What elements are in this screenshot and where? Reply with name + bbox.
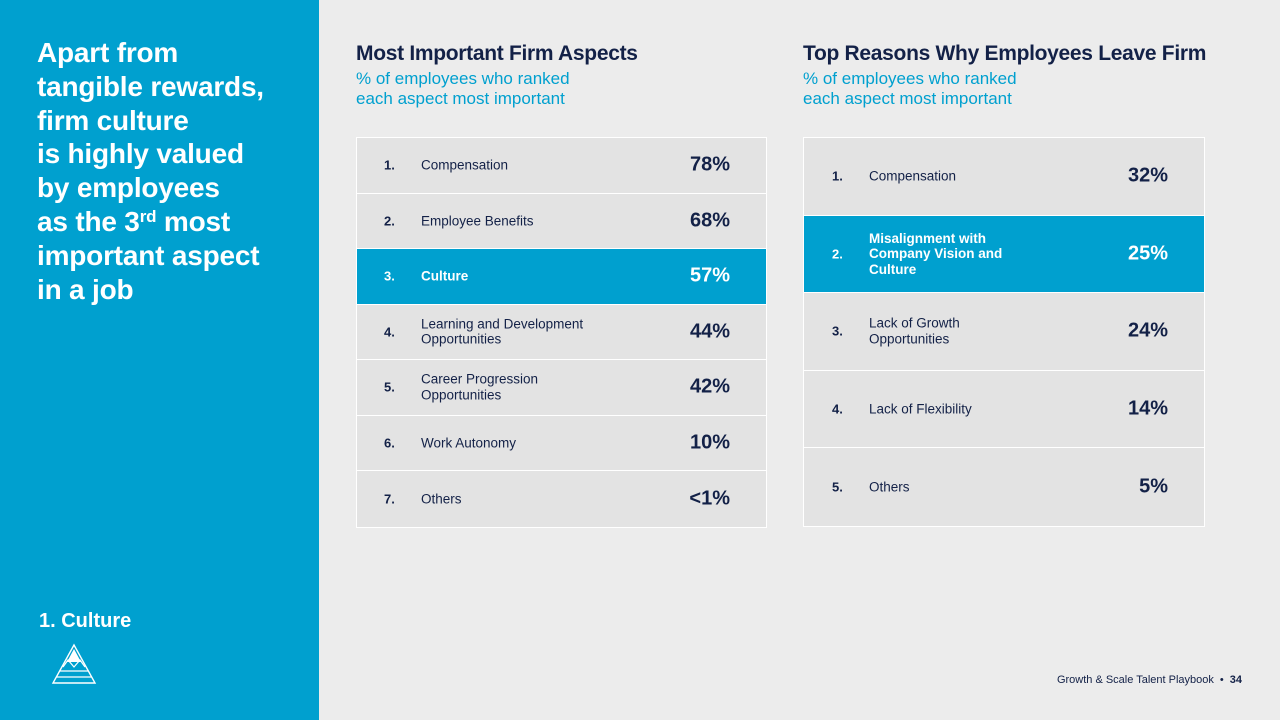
row-rank: 1. bbox=[832, 168, 843, 184]
table-row: 1. Compensation 32% bbox=[804, 138, 1204, 216]
row-label: Culture bbox=[421, 268, 469, 284]
subtitle-line: each aspect most important bbox=[356, 89, 565, 108]
table-row: 6. Work Autonomy 10% bbox=[357, 415, 766, 471]
row-label: Lack of Flexibility bbox=[869, 401, 972, 417]
important-aspects-title: Most Important Firm Aspects bbox=[356, 42, 638, 65]
row-rank: 6. bbox=[384, 435, 395, 451]
headline-rank-rest: most bbox=[156, 205, 230, 237]
subtitle-line: % of employees who ranked bbox=[803, 69, 1017, 88]
headline-rank-line: as the 3rd most bbox=[37, 205, 312, 239]
headline-line: in a job bbox=[37, 273, 134, 305]
headline-line: important aspect bbox=[37, 239, 260, 271]
left-panel: Apart from tangible rewards, firm cultur… bbox=[0, 0, 319, 720]
row-label: Employee Benefits bbox=[421, 213, 534, 228]
row-label: Others bbox=[869, 479, 910, 495]
row-label: Career Progression Opportunities bbox=[421, 371, 539, 403]
subtitle-line: % of employees who ranked bbox=[356, 69, 570, 88]
row-rank: 5. bbox=[832, 479, 843, 495]
row-rank: 1. bbox=[384, 157, 395, 173]
row-percentage: 5% bbox=[1139, 475, 1168, 498]
row-percentage: 10% bbox=[689, 431, 730, 454]
leave-reasons-title: Top Reasons Why Employees Leave Firm bbox=[803, 42, 1207, 65]
headline: Apart from tangible rewards, firm cultur… bbox=[37, 36, 312, 306]
headline-line: Apart from bbox=[37, 37, 179, 68]
section-label: 1. Culture bbox=[39, 610, 132, 632]
row-label: Learning and Development Opportunities bbox=[421, 316, 584, 347]
headline-rank-suffix: rd bbox=[139, 206, 157, 226]
leave-reasons-subtitle: % of employees who ranked each aspect mo… bbox=[803, 69, 1123, 109]
row-label: Others bbox=[421, 491, 462, 506]
leave-reasons-table: 1. Compensation 32% 2. Misalignment with Com… bbox=[803, 137, 1205, 527]
row-label: Misalignment with Company Vision and Cul… bbox=[869, 230, 1003, 277]
headline-line: is highly valued bbox=[37, 138, 244, 170]
headline-rank-prefix: as the 3 bbox=[37, 205, 140, 237]
footer-doc-title: Growth & Scale Talent Playbook bbox=[1056, 674, 1214, 686]
row-rank: 3. bbox=[384, 268, 395, 284]
row-rank: 4. bbox=[832, 401, 843, 417]
table-row: 5. Career Progression Opportunities 42% bbox=[357, 360, 766, 416]
table-row: 5. Others 5% bbox=[804, 448, 1204, 526]
table-row: 4. Learning and Development Opportunities… bbox=[357, 304, 766, 360]
row-percentage: 68% bbox=[689, 209, 730, 232]
row-rank: 2. bbox=[832, 246, 843, 262]
subtitle-line: each aspect most important bbox=[803, 89, 1012, 108]
headline-line: by employees bbox=[37, 172, 220, 204]
row-rank: 3. bbox=[832, 323, 843, 339]
table-row: 4. Lack of Flexibility 14% bbox=[804, 370, 1204, 449]
row-percentage: 57% bbox=[689, 264, 730, 287]
important-aspects-table: 1. Compensation 78% 2. Employee Benefits 68% 3… bbox=[356, 137, 767, 528]
important-aspects-subtitle: % of employees who ranked each aspect mo… bbox=[356, 69, 676, 109]
headline-line: firm culture bbox=[37, 104, 189, 136]
row-rank: 7. bbox=[384, 491, 395, 507]
table-row: 7. Others <1% bbox=[357, 471, 766, 527]
table-row: 1. Compensation 78% bbox=[357, 138, 766, 194]
row-rank: 4. bbox=[384, 324, 395, 340]
table-row: 3. Lack of Growth Opportunities 24% bbox=[804, 293, 1204, 371]
row-rank: 2. bbox=[384, 213, 395, 229]
pyramid-logo-icon bbox=[51, 643, 97, 684]
row-percentage: 32% bbox=[1127, 164, 1168, 187]
row-label: Lack of Growth Opportunities bbox=[869, 315, 960, 347]
row-percentage: 25% bbox=[1127, 242, 1168, 265]
row-label: Work Autonomy bbox=[421, 435, 517, 450]
table-row: 2. Misalignment with Company Vision and C… bbox=[804, 215, 1204, 294]
row-percentage: 14% bbox=[1127, 397, 1168, 420]
row-label: Compensation bbox=[869, 168, 957, 184]
headline-line: tangible rewards, bbox=[37, 70, 264, 102]
row-percentage: 42% bbox=[689, 375, 730, 398]
row-percentage: 44% bbox=[689, 320, 730, 343]
page-number: 34 bbox=[1229, 674, 1242, 686]
row-percentage: 78% bbox=[689, 153, 730, 176]
table-row: 2. Employee Benefits 68% bbox=[357, 193, 766, 249]
footer-separator: • bbox=[1219, 674, 1224, 686]
footer: Growth & Scale Talent Playbook • 34 bbox=[1057, 674, 1242, 686]
row-label: Compensation bbox=[421, 157, 509, 173]
row-percentage: <1% bbox=[689, 487, 730, 510]
row-rank: 5. bbox=[384, 379, 395, 395]
table-row: 3. Culture 57% bbox=[357, 249, 766, 305]
row-percentage: 24% bbox=[1127, 319, 1168, 342]
